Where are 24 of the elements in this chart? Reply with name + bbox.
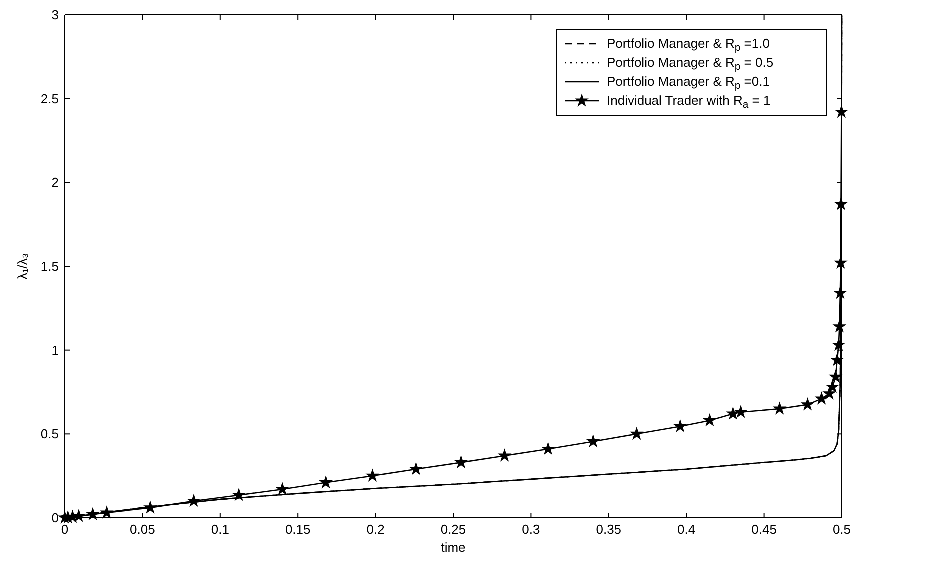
legend-label: Portfolio Manager & R$_{p}$ = 0.5 [607, 55, 774, 73]
legend-label: Portfolio Manager & R$_{p}$ =0.1 [607, 74, 770, 92]
y-axis-title: λ₁/λ₃ [15, 253, 30, 280]
x-axis-title: time [441, 540, 466, 555]
y-tick-label: 1.5 [40, 259, 59, 274]
x-tick-label: 0.25 [440, 522, 466, 537]
y-tick-label: 0 [52, 510, 59, 526]
x-tick-label: 0.1 [211, 522, 230, 537]
y-tick-label: 1 [52, 342, 59, 358]
x-tick-label: 0.4 [678, 522, 696, 537]
x-tick-label: 0.5 [832, 522, 852, 537]
x-tick-label: 0 [61, 522, 69, 537]
x-tick-label: 0.2 [366, 522, 385, 537]
y-tick-label: 2.5 [40, 91, 59, 106]
y-tick-label: 2 [52, 175, 59, 190]
y-tick-label: 3 [52, 8, 59, 22]
x-tick-label: 0.05 [130, 522, 156, 537]
y-tick-label: 0.5 [40, 426, 59, 442]
x-tick-label: 0.35 [596, 522, 622, 537]
x-tick-label: 0.45 [752, 522, 777, 537]
x-tick-label: 0.3 [522, 522, 540, 537]
legend-label: Portfolio Manager & R$_{p}$ =1.0 [607, 36, 770, 54]
legend-label: Individual Trader with R$_{a}$ = 1 [607, 93, 771, 111]
x-tick-label: 0.15 [285, 522, 311, 537]
